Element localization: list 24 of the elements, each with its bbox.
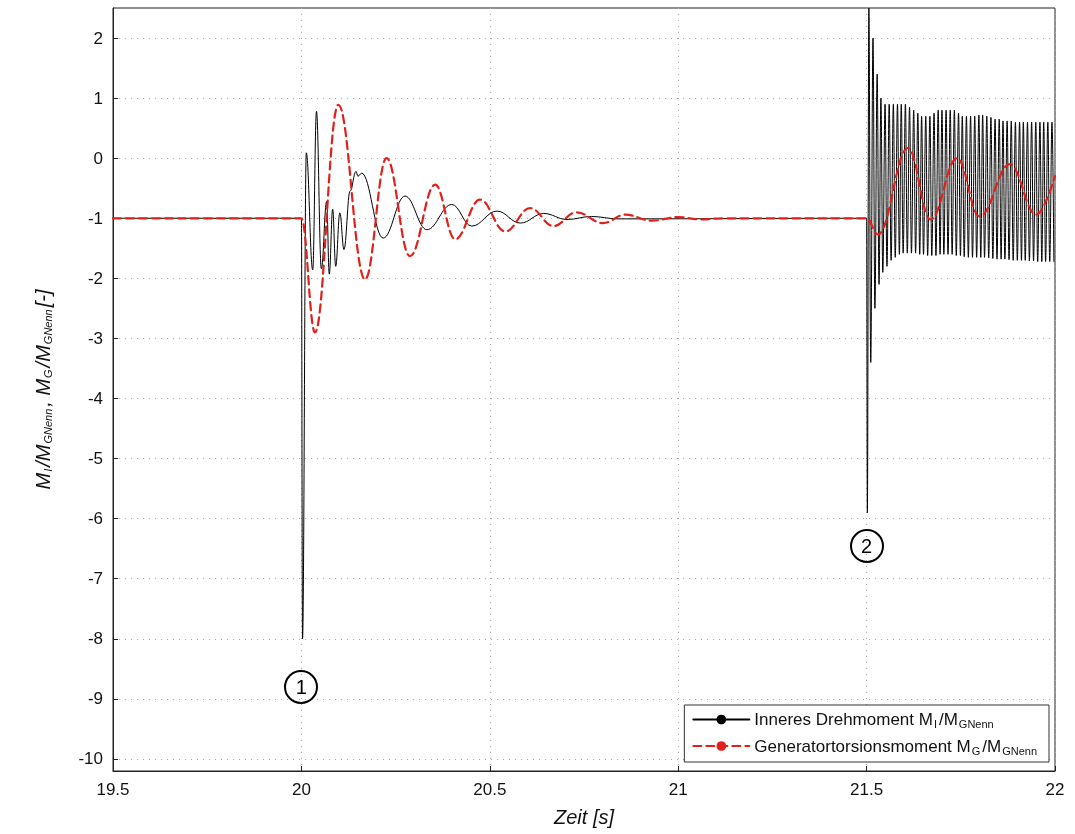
x-tick-label: 20.5	[473, 780, 507, 799]
x-tick-label: 20	[291, 780, 311, 799]
x-axis-title: Zeit [s]	[552, 806, 615, 828]
x-tick-label: 21	[668, 780, 688, 799]
y-tick-label: -9	[87, 689, 103, 709]
y-tick-label: -2	[87, 268, 103, 288]
x-tick-label: 21.5	[850, 780, 884, 799]
y-tick-label: 2	[93, 28, 103, 48]
y-tick-label: -4	[87, 389, 103, 409]
y-tick-label: -8	[87, 629, 103, 649]
x-tick-label: 22	[1045, 780, 1065, 799]
y-tick-label: -3	[87, 328, 103, 348]
y-tick-label: -7	[87, 569, 103, 589]
y-tick-label: -6	[87, 509, 103, 529]
y-tick-label: -10	[78, 749, 103, 769]
y-tick-label: 1	[93, 88, 103, 108]
y-tick-label: -5	[87, 449, 103, 469]
line-series	[111, 103, 1057, 334]
annotation: 1	[294, 675, 308, 698]
y-tick-label: 0	[93, 148, 103, 168]
y-tick-label: -1	[87, 208, 103, 228]
x-tick-label: 19.5	[96, 780, 130, 799]
annotation: 2	[860, 534, 874, 557]
text: MI/MGNenn, MG/MGNenn[-]	[32, 289, 54, 490]
